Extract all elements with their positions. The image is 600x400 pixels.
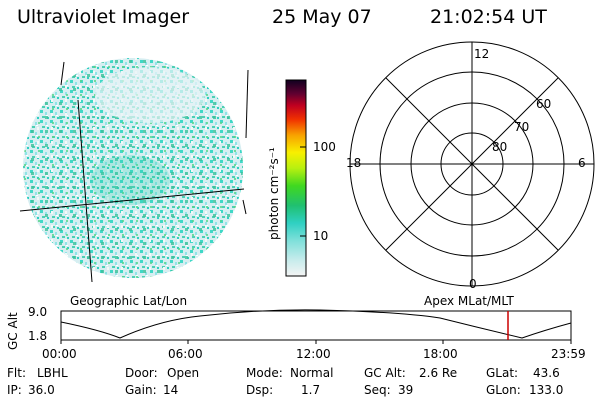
info-glat-value: 43.6 — [533, 366, 560, 380]
info-glon-value: 133.0 — [529, 383, 564, 397]
info-mode-value: Normal — [290, 366, 334, 380]
info-door-label: Door: — [125, 366, 158, 380]
altitude-xtick-0000: 00:00 — [42, 347, 77, 361]
geographic-projection-label: Geographic Lat/Lon — [70, 294, 188, 308]
altitude-xtick-0600: 06:00 — [168, 347, 203, 361]
info-glat-label: GLat: — [486, 366, 519, 380]
info-dsp-label: Dsp: — [246, 383, 274, 397]
info-flt-value: LBHL — [37, 366, 68, 380]
colorbar — [285, 79, 307, 277]
colorbar-tick-10: 10 — [313, 229, 329, 243]
info-flt-label: Flt: — [7, 366, 26, 380]
app-title: Ultraviolet Imager — [17, 6, 190, 28]
lat-label-60: 60 — [536, 97, 552, 111]
time-label: 21:02:54 UT — [430, 6, 547, 28]
info-seq-label: Seq: — [364, 383, 391, 397]
info-dsp-value: 1.7 — [301, 383, 321, 397]
info-gain-value: 14 — [163, 383, 179, 397]
altitude-ytick-9: 9.0 — [28, 305, 48, 319]
info-mode-label: Mode: — [246, 366, 283, 380]
uv-image-disk — [19, 58, 249, 283]
altitude-xtick-1800: 18:00 — [423, 347, 458, 361]
mlt-label-0: 0 — [469, 277, 477, 291]
info-glon-label: GLon: — [486, 383, 521, 397]
info-gain-label: Gain: — [125, 383, 157, 397]
colorbar-unit-label: photon cm⁻²s⁻¹ — [267, 147, 281, 240]
info-door-value: Open — [167, 366, 200, 380]
apex-projection-label: Apex MLat/MLT — [424, 294, 514, 308]
mlt-label-12: 12 — [474, 47, 490, 61]
altitude-xtick-1200: 12:00 — [296, 347, 331, 361]
lat-label-70: 70 — [514, 120, 530, 134]
info-ip-value: 36.0 — [28, 383, 55, 397]
mlt-label-18: 18 — [346, 156, 362, 170]
info-gcalt-value: 2.6 Re — [419, 366, 458, 380]
altitude-xtick-2359: 23:59 — [551, 347, 586, 361]
info-seq-value: 39 — [398, 383, 414, 397]
lat-label-80: 80 — [492, 140, 508, 154]
mlt-label-6: 6 — [578, 156, 586, 170]
polar-grid — [349, 41, 595, 287]
altitude-ylabel: GC Alt — [6, 312, 20, 350]
info-gcalt-label: GC Alt: — [364, 366, 406, 380]
altitude-ytick-1-8: 1.8 — [28, 329, 48, 343]
colorbar-tick-100: 100 — [313, 140, 336, 154]
altitude-plot — [60, 309, 572, 344]
info-ip-label: IP: — [7, 383, 22, 397]
date-label: 25 May 07 — [272, 6, 372, 28]
